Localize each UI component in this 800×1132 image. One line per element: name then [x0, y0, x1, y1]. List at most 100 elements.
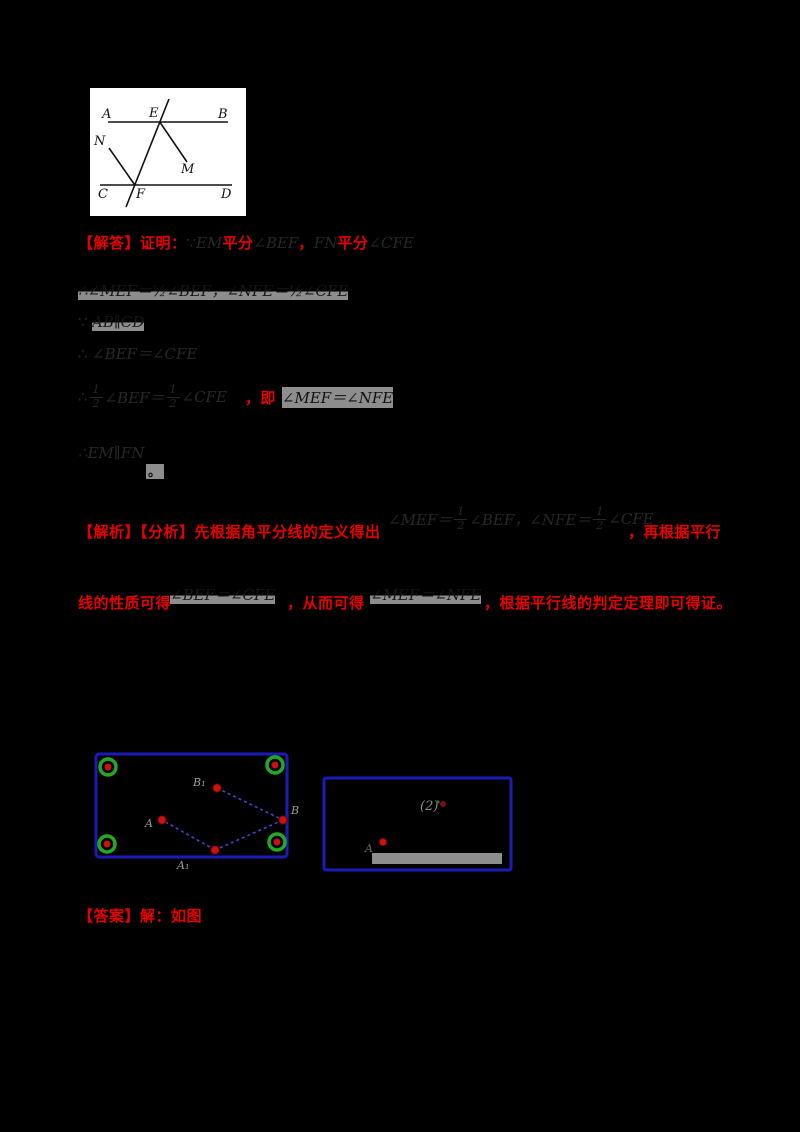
proof-line-6: ∴EM∥FN	[78, 444, 144, 463]
figure-parallel-lines: A E B N M C F D	[90, 88, 246, 216]
half-BEF: ∠BEF＝	[104, 388, 165, 407]
reflection-path	[161, 787, 284, 851]
point-A1	[210, 845, 220, 855]
proof-line-4: ∴ ∠BEF＝∠CFE	[78, 343, 197, 364]
because-sign: ∵	[186, 234, 197, 252]
analysis-formula-3: ∠MEF＝∠NFE	[370, 584, 482, 605]
analysis-red2-wrap: ，再根据平行	[628, 521, 721, 542]
path-points	[157, 783, 288, 855]
path-seg-3	[161, 819, 216, 851]
analysis-red2: ，再根据平行	[628, 524, 722, 541]
handle-top-right	[265, 755, 285, 775]
label-A-fig3: A	[364, 842, 373, 855]
proof-line-5: ∴ 1 2 ∠BEF＝ 1 2 ∠CFE ，即 ∠MEF＝∠NFE	[78, 376, 394, 418]
period-mark: 。	[146, 464, 164, 479]
proof-line-3: ∵ AB∥CD	[78, 313, 145, 332]
path-seg-1	[216, 787, 284, 821]
f1-d: ∠CFE	[608, 510, 654, 528]
point-A	[157, 815, 167, 825]
analysis-formula-1: ∠MEF＝ 1 2 ∠BEF， ∠NFE＝ 1 2 ∠CFE	[388, 498, 654, 540]
handle-top-left	[98, 757, 118, 777]
therefore-sign-1: ∴	[78, 346, 88, 363]
analysis-red5: ，根据平行线的判定定理即可得证。	[484, 595, 733, 612]
fraction-one-half-3: 1 2	[454, 506, 468, 531]
analysis-header-wrap: 【解析】【分析】先根据角平分线的定义得出	[78, 521, 381, 542]
analysis-red3: 线的性质可得	[78, 595, 172, 612]
comma-1: ，	[298, 235, 314, 252]
analysis-header: 【解析】【分析】先根据角平分线的定义得出	[78, 524, 381, 541]
answer-header: 【答案】解：如图	[78, 908, 203, 925]
label-N: N	[93, 134, 106, 149]
EM-parallel-FN: ∴EM∥FN	[78, 444, 145, 462]
equal-angles-formula: ∠BEF＝∠CFE	[92, 345, 198, 363]
label-B: B	[217, 107, 228, 122]
figure-reflection-box: B₁ A A₁ B	[93, 750, 311, 881]
analysis-red3-wrap: 线的性质可得	[78, 592, 171, 613]
bisects-text-1: 平分	[222, 235, 254, 252]
highlight-strip	[372, 853, 502, 864]
label-A-left: A	[144, 817, 153, 830]
proof-line-1: 【解答】证明： ∵ EM 平分 ∠BEF ， FN 平分 ∠CFE	[78, 232, 414, 253]
that-is-text: ，即	[244, 389, 276, 407]
segment-EM: EM	[196, 233, 223, 252]
figure-part2-box: (2) A	[322, 776, 514, 879]
fraction-one-half-2: 1 2	[166, 384, 180, 409]
blue-rectangle-1	[94, 752, 289, 859]
figure1-lines	[100, 98, 232, 208]
handle-bottom-left	[97, 834, 117, 854]
figure1-svg: A E B N M C F D	[93, 98, 232, 208]
therefore-sign-2: ∴	[78, 389, 88, 406]
proof-header: 【解答】证明：	[78, 235, 187, 252]
point-B1	[212, 783, 222, 793]
part2-label: (2)	[420, 799, 438, 814]
analysis-formula-2: ∠BEF＝∠CFE	[170, 584, 276, 605]
figure2-labels: B₁ A A₁ B	[144, 776, 299, 872]
analysis-red4-wrap: ，从而可得	[287, 592, 365, 613]
MEF-equals-NFE: ∠MEF＝∠NFE	[281, 386, 394, 408]
ray-EM	[159, 121, 188, 163]
ray-FN	[108, 147, 136, 186]
label-B1: B₁	[192, 776, 206, 789]
label-A: A	[101, 107, 111, 122]
angle-CFE: ∠CFE	[368, 233, 414, 252]
proof-period: 。	[146, 461, 164, 481]
fraction-one-half-1: 1 2	[89, 384, 103, 409]
handle-bottom-right	[267, 832, 287, 852]
blue-rectangle-2	[322, 776, 513, 872]
half-CFE: ∠CFE	[181, 388, 227, 406]
label-C: C	[98, 187, 108, 202]
f1-b: ∠BEF，	[469, 510, 530, 529]
bisects-text-2: 平分	[337, 235, 369, 252]
label-D: D	[220, 187, 232, 202]
figure1-labels: A E B N M C F D	[93, 106, 232, 202]
analysis-red4: ，从而可得	[287, 595, 365, 612]
corner-handles	[97, 755, 287, 854]
angle-BEF: ∠BEF	[253, 233, 299, 252]
point-B	[278, 815, 288, 825]
figure3-svg: (2) A	[322, 776, 513, 872]
part2-dot-red	[440, 801, 446, 807]
figure2-svg: B₁ A A₁ B	[94, 752, 299, 872]
BEF-equals-CFE: ∠BEF＝∠CFE	[170, 586, 276, 604]
transversal-EF	[125, 98, 170, 208]
label-B-right: B	[290, 804, 299, 817]
answer-line: 【答案】解：如图	[78, 905, 202, 926]
f1-a: ∠MEF＝	[388, 510, 453, 529]
parallel-AB-CD: AB∥CD	[92, 313, 145, 331]
path-seg-2	[214, 819, 284, 851]
part2-dot-green	[436, 800, 440, 804]
proof-line-2: ∴∠MEF＝½∠BEF，∠NFE＝½∠CFE	[78, 280, 349, 301]
label-E: E	[148, 106, 159, 121]
label-F: F	[135, 187, 146, 202]
f1-c: ∠NFE＝	[529, 510, 592, 529]
fraction-one-half-4: 1 2	[593, 506, 607, 531]
label-A1: A₁	[176, 859, 189, 872]
MEF-equals-NFE-2: ∠MEF＝∠NFE	[370, 586, 482, 604]
point-A-fig3	[378, 837, 388, 847]
label-M: M	[180, 162, 195, 177]
half-angle-formula: ∴∠MEF＝½∠BEF，∠NFE＝½∠CFE	[78, 282, 349, 300]
segment-FN: FN	[313, 233, 338, 252]
analysis-red5-wrap: ，根据平行线的判定定理即可得证。	[484, 592, 732, 613]
because-sign-2: ∵	[78, 314, 88, 331]
